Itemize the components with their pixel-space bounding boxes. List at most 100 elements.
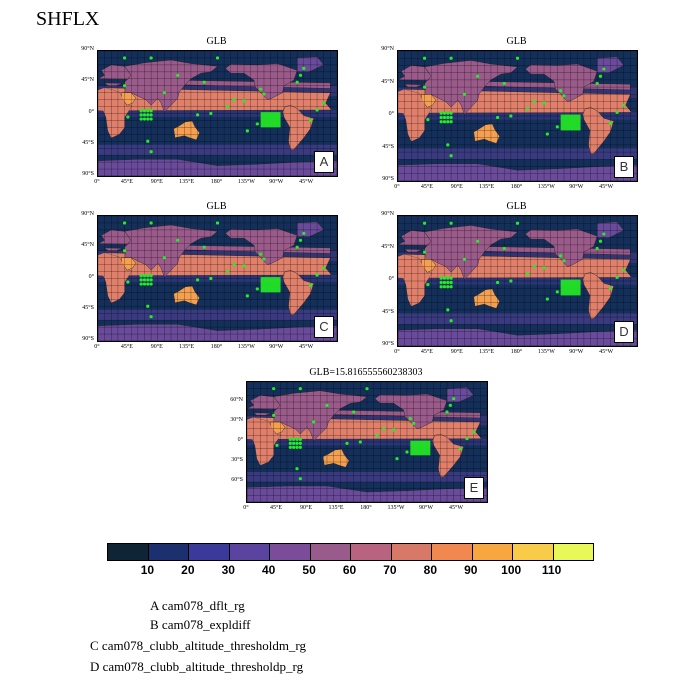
site-marker [262, 92, 266, 96]
site-marker [245, 129, 249, 133]
x-tick-label: 45°W [299, 344, 314, 350]
legend-entry: C cam078_clubb_altitude_thresholdm_rg [90, 638, 307, 653]
site-marker [442, 280, 447, 285]
continent-australia [173, 285, 200, 306]
colorbar-segment [513, 544, 554, 560]
site-marker [345, 441, 349, 445]
continent-africa-west [247, 417, 281, 466]
site-marker [422, 85, 427, 89]
site-marker [142, 109, 147, 113]
site-marker [595, 246, 599, 251]
site-marker [295, 441, 299, 445]
site-marker [458, 447, 462, 451]
site-marker [442, 285, 447, 289]
site-marker [445, 410, 449, 414]
site-marker [449, 280, 453, 285]
y-tick-label: 90°N [381, 46, 394, 52]
site-marker [562, 94, 566, 98]
site-marker [202, 80, 206, 84]
site-marker [439, 285, 443, 289]
site-marker [495, 280, 500, 285]
site-marker [412, 421, 416, 425]
x-tick-label: 180° [360, 505, 372, 511]
site-marker [622, 268, 626, 272]
x-tick-label: 90°W [418, 505, 434, 511]
site-marker [122, 221, 127, 225]
site-marker [149, 150, 153, 154]
site-marker [375, 433, 379, 437]
y-tick-label: 60°N [230, 397, 243, 403]
colorbar-segment [189, 544, 230, 560]
colorbar-segment [108, 544, 149, 560]
colorbar-label: 30 [221, 563, 235, 577]
panel-title: GLB [506, 201, 527, 212]
continent-africa-west [98, 252, 132, 303]
site-marker [195, 113, 200, 117]
colorbar [107, 543, 594, 561]
site-marker [142, 117, 147, 121]
site-marker [525, 272, 530, 276]
site-marker [542, 101, 546, 105]
x-tick-label: 135°E [179, 344, 195, 350]
site-marker [315, 108, 319, 112]
x-tick-label: 135°W [537, 349, 555, 355]
x-tick-label: 180° [510, 349, 523, 355]
y-tick-label: 45°N [381, 78, 394, 85]
map-canvas [398, 51, 637, 181]
site-marker [502, 246, 506, 251]
site-marker [449, 56, 453, 60]
continent-africa-west [398, 89, 432, 142]
x-tick-label: 135°E [179, 179, 195, 185]
colorbar-segment [432, 544, 473, 560]
panel-letter: D [614, 321, 634, 343]
site-marker [562, 259, 566, 263]
site-marker [509, 279, 513, 283]
site-marker [139, 117, 143, 121]
site-marker [149, 56, 153, 60]
site-marker [602, 67, 606, 71]
map-panel-b: B [397, 50, 638, 182]
x-tick-label: 0° [394, 349, 400, 355]
site-marker [298, 73, 303, 77]
site-marker [149, 282, 153, 286]
site-marker [295, 467, 299, 471]
colorbar-label: 70 [383, 563, 397, 577]
site-marker [298, 441, 302, 445]
x-tick-label: 45°W [599, 349, 614, 355]
x-tick-label: 45°E [420, 184, 433, 190]
site-cluster [560, 279, 581, 296]
y-tick-label: 0° [388, 276, 394, 282]
site-marker [515, 221, 520, 225]
panel-letter: A [314, 151, 334, 173]
x-tick-label: 135°W [237, 179, 255, 185]
site-marker [302, 66, 306, 70]
site-marker [442, 111, 447, 115]
continent-australia [473, 123, 500, 144]
site-marker [442, 120, 447, 124]
site-marker [149, 113, 153, 117]
x-tick-label: 45°E [269, 505, 283, 511]
continent-australia [173, 120, 200, 141]
site-marker [255, 287, 259, 291]
site-marker [298, 445, 302, 449]
x-tick-label: 180° [510, 184, 523, 190]
y-tick-label: 60°S [231, 477, 243, 483]
x-tick-label: 0° [94, 179, 100, 185]
colorbar-label: 100 [501, 563, 522, 577]
y-tick-label: 90°S [382, 341, 394, 347]
site-marker [545, 132, 549, 136]
colorbar-label: 110 [541, 563, 562, 577]
colorbar-segment [270, 544, 311, 560]
site-marker [139, 274, 143, 278]
site-marker [358, 440, 362, 444]
continent-australia [473, 288, 500, 309]
x-tick-label: 180° [210, 179, 223, 185]
site-marker [202, 245, 206, 249]
site-marker [295, 80, 299, 84]
site-marker [426, 283, 430, 287]
site-marker [245, 294, 249, 298]
site-marker [162, 256, 166, 260]
y-tick-label: 0° [237, 437, 243, 443]
x-tick-label: 90°W [569, 184, 584, 190]
map-canvas [398, 216, 637, 346]
